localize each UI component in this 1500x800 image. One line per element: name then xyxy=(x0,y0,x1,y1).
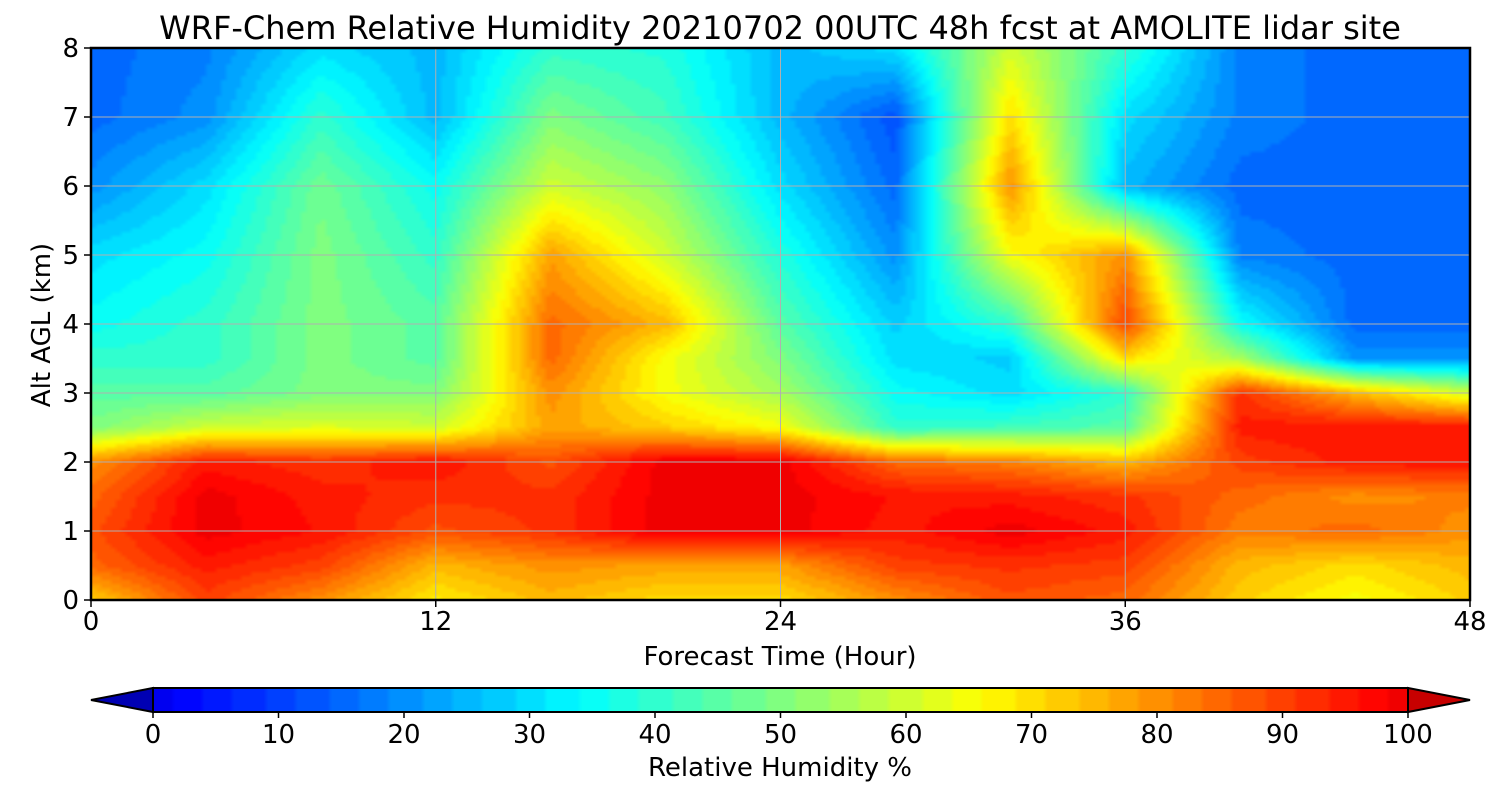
colorbar-gradient xyxy=(153,688,1408,712)
x-tick-label: 12 xyxy=(419,607,452,637)
colorbar-tick-label: 40 xyxy=(638,720,671,750)
x-tick-label: 48 xyxy=(1453,607,1486,637)
colorbar-tick-label: 20 xyxy=(387,720,420,750)
x-axis: 0 12 24 36 48 xyxy=(83,600,1487,637)
colorbar-tick-label: 60 xyxy=(889,720,922,750)
colorbar-arrow-high xyxy=(1407,686,1471,714)
colorbar-arrow-low xyxy=(90,686,154,714)
colorbar-tick-label: 80 xyxy=(1140,720,1173,750)
y-tick-label: 5 xyxy=(62,241,79,271)
grid-lines xyxy=(91,48,1470,600)
colorbar-tick-label: 70 xyxy=(1015,720,1048,750)
colorbar-tick-label: 10 xyxy=(262,720,295,750)
colorbar-label: Relative Humidity % xyxy=(648,753,912,783)
y-axis-label: Alt AGL (km) xyxy=(27,243,57,407)
x-axis-label: Forecast Time (Hour) xyxy=(643,642,916,672)
x-tick-label: 0 xyxy=(83,607,100,637)
colorbar-tick-label: 90 xyxy=(1266,720,1299,750)
colorbar: 0 10 20 30 40 50 60 70 80 90 100 Relative Humidity… xyxy=(90,686,1471,783)
colorbar-tick-label: 0 xyxy=(145,720,162,750)
colorbar-tick-label: 50 xyxy=(764,720,797,750)
colorbar-tick-label: 100 xyxy=(1383,720,1433,750)
y-tick-label: 1 xyxy=(62,517,79,547)
y-tick-label: 4 xyxy=(62,310,79,340)
x-tick-label: 36 xyxy=(1109,607,1142,637)
y-tick-label: 8 xyxy=(62,34,79,64)
y-tick-label: 7 xyxy=(62,103,79,133)
x-tick-label: 24 xyxy=(764,607,797,637)
y-tick-label: 3 xyxy=(62,379,79,409)
y-axis: 0 1 2 3 4 5 6 7 8 xyxy=(62,34,91,616)
colorbar-ticks: 0 10 20 30 40 50 60 70 80 90 100 xyxy=(145,712,1433,750)
chart-title: WRF-Chem Relative Humidity 20210702 00UT… xyxy=(159,9,1401,47)
y-tick-label: 0 xyxy=(62,586,79,616)
y-tick-label: 2 xyxy=(62,448,79,478)
colorbar-tick-label: 30 xyxy=(513,720,546,750)
y-tick-label: 6 xyxy=(62,172,79,202)
